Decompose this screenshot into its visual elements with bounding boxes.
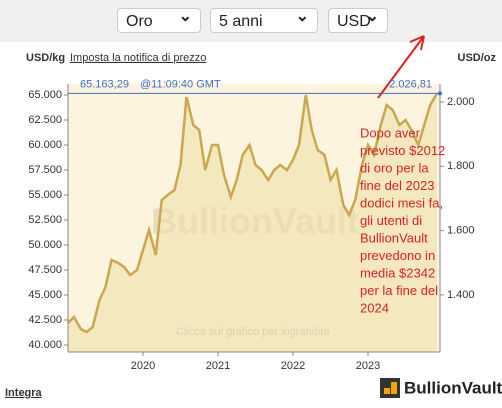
current-oz-label: 2.026,81 [389, 78, 432, 90]
line [67, 92, 439, 334]
y-tick-label: 57.500 [28, 164, 62, 176]
y-tick-label: 55.000 [28, 189, 62, 201]
y2-tick-label: 2.000 [447, 96, 475, 108]
annotation-line: di oro per la [360, 160, 429, 175]
y2-tick-label: 1.800 [447, 160, 475, 172]
x-tick-label: 2021 [206, 360, 230, 372]
annotation-line: previsto $2012 [360, 143, 445, 158]
annotation-line: gli utenti di [360, 213, 422, 228]
area [68, 93, 437, 353]
period-select[interactable]: 5 anni [210, 4, 318, 33]
annotation-line: media $2342 [360, 265, 435, 280]
annotation-line: per la fine del [360, 283, 438, 298]
left-unit: USD/kg [26, 52, 65, 64]
current-time: @11:09:40 GMT [140, 78, 221, 90]
plot: BullionVaultClicca sul grafico per ingra… [67, 92, 439, 353]
current-oz-point [438, 91, 442, 96]
y-tick-label: 65.000 [28, 89, 62, 101]
arrow [377, 35, 425, 99]
annotation-line: prevedono in [360, 248, 435, 263]
annotation-line: fine del 2023 [360, 178, 434, 193]
y-tick-label: 52.500 [28, 214, 62, 226]
annotation-line: Dopo aver [360, 125, 421, 140]
x-tick-label: 2023 [356, 360, 380, 372]
metal-select[interactable]: Oro [117, 4, 201, 33]
annotation-line: 2024 [360, 300, 389, 315]
alert-link[interactable]: Imposta la notifica di prezzo [70, 52, 206, 64]
y-tick-label: 50.000 [28, 239, 62, 251]
annotation-line: dodici mesi fa, [360, 195, 443, 210]
x-tick-label: 2022 [281, 360, 305, 372]
y-tick-label: 40.000 [28, 339, 62, 351]
currency-select[interactable]: USD [328, 4, 388, 33]
y-tick-label: 47.500 [28, 264, 62, 276]
current-price-label: 65.163,29 [80, 78, 129, 90]
x-tick-label: 2020 [131, 360, 155, 372]
y-tick-label: 42.500 [28, 314, 62, 326]
logo-icon [380, 378, 400, 398]
y2-tick-label: 1.400 [447, 289, 475, 301]
y2-tick-label: 1.600 [447, 224, 475, 236]
y-tick-label: 45.000 [28, 289, 62, 301]
y-tick-label: 60.000 [28, 139, 62, 151]
arrow-head [409, 35, 425, 51]
embed-link[interactable]: Integra [5, 387, 43, 399]
logo-text: BullionVault [404, 378, 502, 397]
annotation-line: BullionVault [360, 230, 428, 245]
right-unit: USD/oz [458, 52, 497, 64]
y-tick-label: 62.500 [28, 114, 62, 126]
